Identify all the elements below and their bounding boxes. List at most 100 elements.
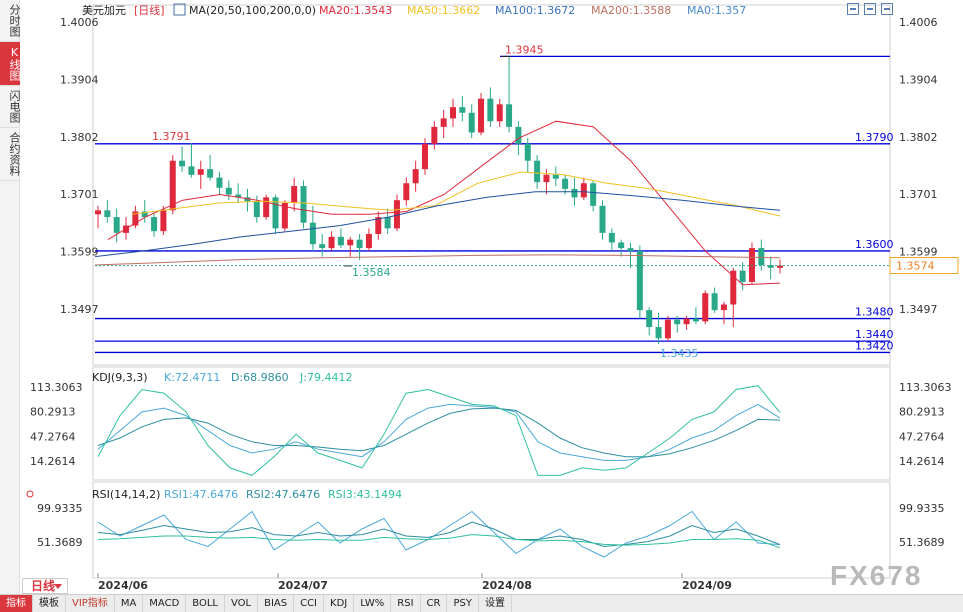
period-select[interactable]: 日线 [22, 578, 68, 594]
x-label: 2024/07 [278, 579, 328, 592]
toolbar-button-14[interactable]: 设置 [479, 595, 512, 612]
candle-body [300, 186, 307, 223]
window-controls [847, 3, 893, 15]
candle-body [375, 217, 382, 235]
expand-icon[interactable] [847, 3, 859, 15]
price-tick-left: 1.3701 [60, 188, 99, 201]
kdj-tick-left: 14.2614 [30, 455, 76, 468]
price-tick-right: 1.3904 [899, 74, 938, 87]
watermark: FX678 [830, 560, 923, 591]
legend-ma200: MA200:1.3588 [591, 4, 671, 17]
candle-body [524, 143, 531, 161]
toolbar-button-13[interactable]: PSY [447, 595, 479, 612]
kdj-d-value: D:68.9860 [231, 371, 289, 384]
candle-body [263, 197, 270, 218]
x-label: 2024/09 [682, 579, 732, 592]
horizontal-level-label: 1.3480 [855, 306, 894, 319]
toolbar-button-5[interactable]: BOLL [186, 595, 225, 612]
candle-body [151, 217, 158, 232]
toolbar-button-10[interactable]: LW% [354, 595, 392, 612]
candle-body [608, 232, 615, 243]
rsi-line-rsi1 [97, 510, 781, 558]
candle-body [692, 318, 699, 322]
rsi-tick-left: 99.9335 [37, 502, 83, 515]
price-tick-right: 1.3497 [899, 303, 938, 316]
rsi-2-value: RSI2:47.6476 [246, 488, 320, 501]
annotation-1: 1.3791 [152, 130, 191, 143]
candle-body [571, 188, 578, 198]
toolbar-button-7[interactable]: BIAS [258, 595, 295, 612]
toolbar-button-0[interactable]: 指标 [0, 595, 33, 612]
ma-line-ma50 [131, 171, 781, 217]
legend-ma50: MA50:1.3662 [407, 4, 480, 17]
candle-body [141, 211, 148, 218]
candle-body [618, 242, 625, 249]
minus-icon[interactable] [864, 3, 876, 15]
kdj-tick-right: 47.2764 [899, 430, 945, 443]
candle-body [534, 160, 541, 183]
kdj-tick-right: 80.2913 [899, 406, 945, 419]
sidebar-item-1[interactable]: K线图 [0, 42, 21, 86]
candle-body [664, 319, 671, 339]
candle-body [272, 197, 279, 229]
candle-body [674, 319, 681, 325]
candle-body [309, 222, 316, 245]
legend-ma100: MA100:1.3672 [495, 4, 575, 17]
price-tick-left: 1.3904 [60, 74, 99, 87]
rsi-title: RSI(14,14,2) [92, 488, 160, 501]
price-tick-left: 1.3802 [60, 131, 99, 144]
toolbar-button-3[interactable]: MA [115, 595, 144, 612]
candle-body [225, 187, 232, 195]
kdj-tick-left: 47.2764 [30, 430, 76, 443]
candle-body [207, 169, 214, 178]
rsi-1-value: RSI1:47.6476 [164, 488, 238, 501]
sidebar-item-3[interactable]: 合约资料 [0, 128, 21, 181]
current-price-label: 1.3574 [896, 260, 935, 273]
main-panel-frame [92, 4, 891, 366]
candle-body [347, 239, 354, 246]
candle-body [730, 270, 737, 305]
sidebar-item-2[interactable]: 闪电图 [0, 86, 21, 128]
candle-body [580, 183, 587, 198]
toolbar-button-8[interactable]: CCI [294, 595, 325, 612]
legend-ma20: MA20:1.3543 [319, 4, 392, 17]
rsi-3-value: RSI3:43.1494 [328, 488, 402, 501]
rsi-tick-left: 51.3689 [37, 536, 83, 549]
candle-body [132, 211, 139, 226]
kdj-k-value: K:72.4711 [164, 371, 220, 384]
candle-body [393, 200, 400, 229]
candle-body [337, 236, 344, 246]
kdj-panel-frame [92, 366, 891, 481]
candle-body [253, 201, 260, 218]
annotation-low: 1.3435 [660, 347, 699, 360]
ma-line-ma200 [94, 254, 781, 266]
candle-body [384, 217, 391, 229]
candle-body [487, 98, 494, 122]
rsi-tick-right: 51.3689 [899, 536, 945, 549]
candle-body [412, 169, 419, 184]
candle-body [365, 234, 372, 249]
toolbar-button-4[interactable]: MACD [143, 595, 187, 612]
kdj-line-k [97, 403, 781, 461]
price-tick-left: 1.3497 [60, 303, 99, 316]
sidebar-item-0[interactable]: 分时图 [0, 0, 21, 42]
candle-body [748, 248, 755, 282]
candle-body [478, 98, 485, 133]
toolbar-button-9[interactable]: KDJ [324, 595, 355, 612]
toolbar-button-12[interactable]: CR [421, 595, 448, 612]
toolbar-button-11[interactable]: RSI [391, 595, 421, 612]
legend-ma: MA(20,50,100,200,0,0) [189, 4, 316, 17]
candle-body [216, 177, 223, 188]
toolbar-button-2[interactable]: VIP指标 [66, 595, 115, 612]
price-tick-right: 1.3599 [899, 245, 938, 258]
candle-body [552, 174, 559, 179]
x-label: 2024/06 [98, 579, 148, 592]
candle-body [562, 178, 569, 189]
toolbar-button-6[interactable]: VOL [225, 595, 259, 612]
candle-body [95, 210, 101, 215]
horizontal-level-label: 1.3440 [855, 328, 894, 341]
toolbar-button-1[interactable]: 模板 [33, 595, 66, 612]
plus-icon[interactable] [881, 3, 893, 15]
price-chart[interactable]: 1.4006 1.4006 1.3904 1.3904 1.3802 1.3802 1.37… [20, 0, 963, 594]
x-label: 2024/08 [482, 579, 532, 592]
